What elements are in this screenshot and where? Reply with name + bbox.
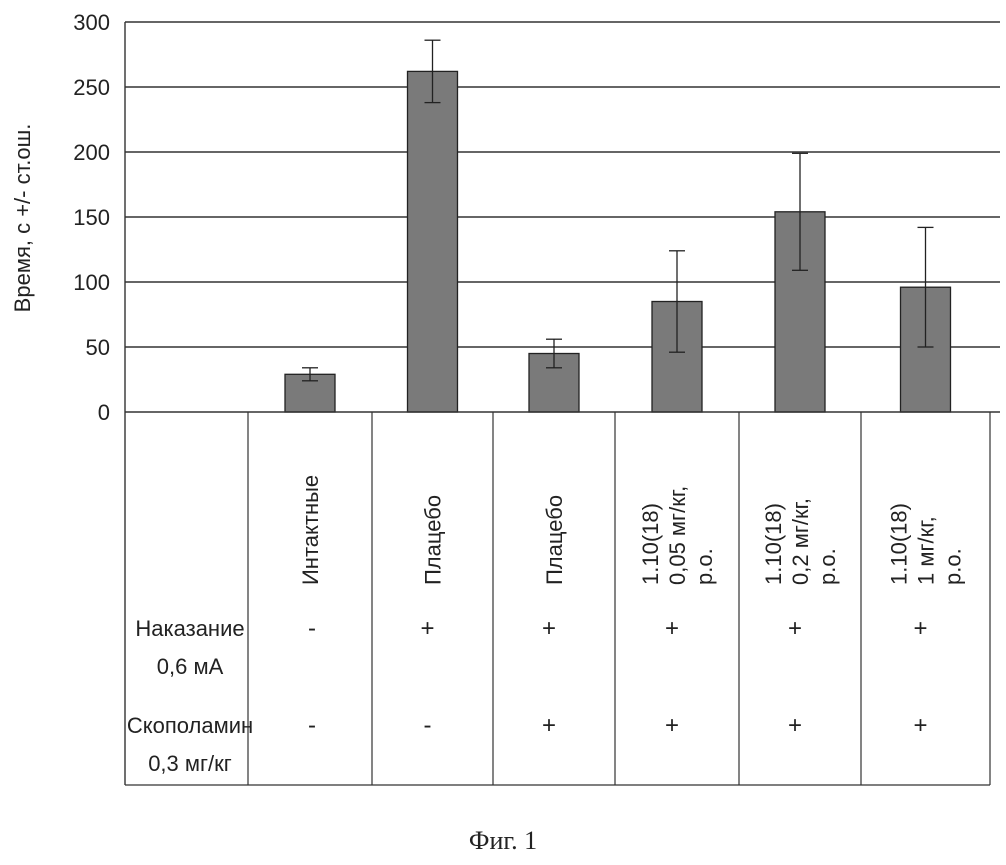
figure-caption: Фиг. 1	[0, 826, 1006, 856]
y-tick-label: 250	[73, 75, 110, 100]
y-axis-ticks: 0 50 100 150 200 250 300	[73, 10, 110, 425]
category-label: 0,2 мг/кг,	[788, 498, 813, 585]
category-label: Плацебо	[421, 495, 446, 585]
category-label: p.o.	[692, 548, 717, 585]
y-tick-label: 300	[73, 10, 110, 35]
gridlines	[125, 22, 1000, 347]
y-tick-label: 150	[73, 205, 110, 230]
y-tick-label: 200	[73, 140, 110, 165]
condition-label: 0,6 мА	[157, 654, 224, 679]
category-label: 1.10(18)	[761, 503, 786, 585]
bars	[285, 71, 951, 412]
error-bars	[302, 40, 934, 381]
condition-mark: -	[308, 615, 316, 642]
category-label: 1 мг/кг,	[914, 516, 939, 585]
condition-mark: +	[788, 615, 802, 642]
y-axis-label: Время, с +/- ст.ош.	[10, 124, 35, 313]
category-label: p.o.	[941, 548, 966, 585]
condition-mark: +	[913, 615, 927, 642]
bar	[408, 71, 458, 412]
condition-mark: +	[665, 615, 679, 642]
condition-mark: +	[542, 712, 556, 739]
condition-mark: +	[913, 712, 927, 739]
condition-label: 0,3 мг/кг	[148, 751, 232, 776]
condition-mark: +	[420, 615, 434, 642]
condition-label: Наказание	[135, 616, 244, 641]
condition-mark: +	[788, 712, 802, 739]
category-labels: ИнтактныеПлацебоПлацебо1.10(18)0,05 мг/к…	[298, 475, 966, 585]
y-tick-label: 0	[98, 400, 110, 425]
condition-mark: +	[665, 712, 679, 739]
condition-mark: -	[308, 712, 316, 739]
condition-label: Скополамин	[127, 713, 253, 738]
category-label: 0,05 мг/кг,	[665, 486, 690, 585]
y-tick-label: 50	[86, 335, 110, 360]
condition-mark: +	[542, 615, 556, 642]
category-label: Плацебо	[542, 495, 567, 585]
bar-chart: 0 50 100 150 200 250 300 Интактные Плацебо Плаце…	[0, 0, 1006, 820]
category-label: 1.10(18)	[887, 503, 912, 585]
y-tick-label: 100	[73, 270, 110, 295]
category-label: p.o.	[815, 548, 840, 585]
condition-mark: -	[424, 712, 432, 739]
category-label: 1.10(18)	[638, 503, 663, 585]
condition-rows: Наказание 0,6 мА - + + + + + Скополамин 0,3 мг/кг…	[127, 615, 928, 776]
category-label: Интактные	[298, 475, 323, 585]
